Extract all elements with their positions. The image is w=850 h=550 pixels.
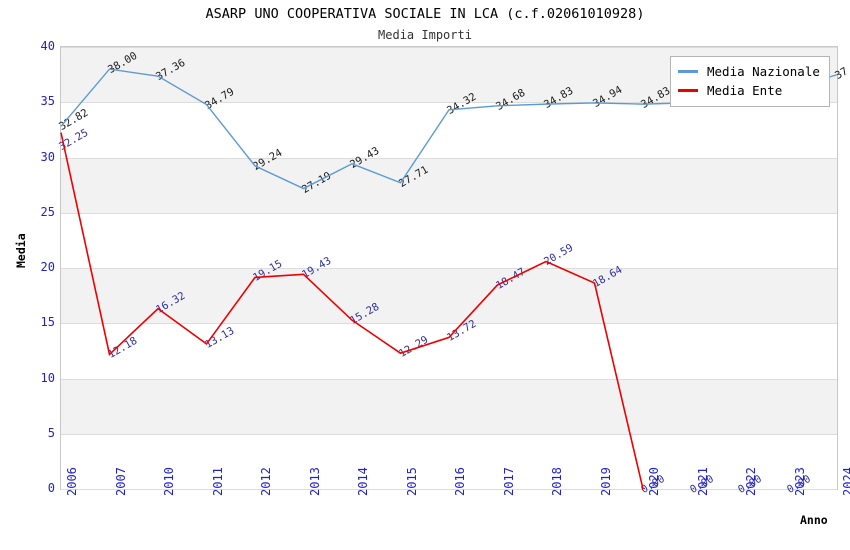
- gridline: [61, 434, 837, 435]
- series-lines: [60, 68, 838, 490]
- legend-label: Media Nazionale: [707, 64, 820, 79]
- gridline: [61, 102, 837, 103]
- gridline: [61, 213, 837, 214]
- plot-band: [61, 268, 837, 324]
- gridline: [61, 323, 837, 324]
- y-axis-tick: 10: [40, 370, 55, 385]
- gridline: [61, 47, 837, 48]
- plot-area: 32.82 38.00 37.36 34.79 29.24 27.19 29.43 27.71…: [57, 46, 850, 496]
- gridline: [61, 158, 837, 159]
- y-axis-tick: 35: [40, 94, 55, 109]
- y-axis-tick: 40: [40, 39, 55, 53]
- y-axis-tick: 0: [47, 481, 55, 495]
- y-axis-tick: 15: [40, 315, 55, 330]
- chart-subtitle: Media Importi: [378, 28, 472, 42]
- plot-band: [61, 378, 837, 434]
- legend-item[interactable]: Media Nazionale: [678, 62, 820, 81]
- series-line: [60, 132, 644, 490]
- gridline: [61, 379, 837, 380]
- chart-legend[interactable]: Media Nazionale Media Ente: [670, 56, 830, 107]
- y-axis-tick: 20: [40, 260, 55, 274]
- legend-item[interactable]: Media Ente: [678, 81, 820, 100]
- x-axis-label: Anno: [800, 513, 828, 527]
- legend-label: Media Ente: [707, 83, 783, 98]
- x-axis-tick: 2024: [841, 467, 850, 496]
- legend-color-swatch: [678, 70, 698, 73]
- plot-band: [61, 157, 837, 213]
- y-axis-tick: 25: [40, 204, 55, 219]
- gridline: [61, 489, 837, 490]
- gridline: [61, 268, 837, 269]
- y-axis-tick: 30: [40, 149, 55, 164]
- legend-color-swatch: [678, 89, 698, 92]
- chart-title: ASARP UNO COOPERATIVA SOCIALE IN LCA (c.…: [205, 6, 645, 22]
- y-axis-tick: 5: [47, 425, 55, 440]
